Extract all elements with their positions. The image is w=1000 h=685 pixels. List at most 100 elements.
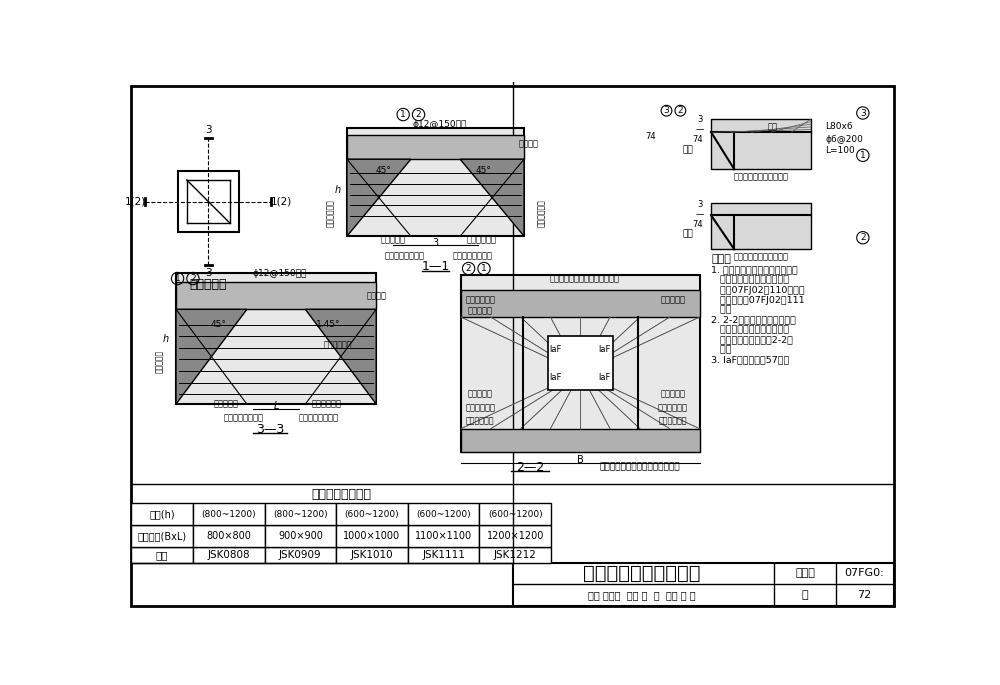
Text: （当面层＜盖板厚度时）: （当面层＜盖板厚度时） bbox=[734, 173, 789, 182]
Text: JSK1212: JSK1212 bbox=[494, 550, 537, 560]
Text: 3. laF见本图集第57页。: 3. laF见本图集第57页。 bbox=[711, 356, 789, 364]
Text: 同底板下层筋: 同底板下层筋 bbox=[658, 416, 687, 425]
Text: laF: laF bbox=[599, 345, 611, 354]
Text: 方箍: 方箍 bbox=[768, 123, 778, 132]
Text: 800×800: 800×800 bbox=[206, 531, 251, 540]
Text: 集水井平面: 集水井平面 bbox=[190, 278, 227, 291]
Bar bbox=[408, 547, 479, 564]
Text: (800~1200): (800~1200) bbox=[273, 510, 328, 519]
Bar bbox=[265, 525, 336, 547]
Text: 图集07FJ02第110页。集: 图集07FJ02第110页。集 bbox=[711, 286, 805, 295]
Text: 2—2: 2—2 bbox=[516, 461, 544, 474]
Text: 1100×1100: 1100×1100 bbox=[415, 531, 472, 540]
Text: 方墙: 方墙 bbox=[683, 229, 693, 238]
Text: 同底板钢筋: 同底板钢筋 bbox=[381, 236, 406, 245]
Text: 说明：: 说明： bbox=[711, 254, 731, 264]
Text: 3: 3 bbox=[205, 125, 212, 135]
Text: 45°: 45° bbox=[210, 321, 226, 329]
Text: 洗消污水集水坑配筋图: 洗消污水集水坑配筋图 bbox=[583, 564, 701, 583]
Text: 2: 2 bbox=[466, 264, 471, 273]
Text: L=100: L=100 bbox=[825, 146, 855, 155]
Text: laF: laF bbox=[549, 345, 562, 354]
Text: ϕ6@200: ϕ6@200 bbox=[825, 136, 863, 145]
Text: 底板钢筋: 底板钢筋 bbox=[519, 139, 539, 148]
Bar bbox=[512, 564, 894, 606]
Text: 45°: 45° bbox=[375, 166, 391, 175]
Text: 同底板下层筋: 同底板下层筋 bbox=[311, 399, 341, 408]
Bar bbox=[479, 547, 551, 564]
Text: 由单项工程设计定: 由单项工程设计定 bbox=[452, 251, 492, 260]
Bar bbox=[131, 503, 193, 525]
Text: 同底板下层筋: 同底板下层筋 bbox=[467, 236, 497, 245]
Bar bbox=[176, 273, 376, 404]
Text: 同底板下层筋: 同底板下层筋 bbox=[465, 403, 495, 412]
Bar bbox=[193, 503, 265, 525]
Text: ϕ12@150方箍: ϕ12@150方箍 bbox=[412, 120, 467, 129]
Text: 1(2): 1(2) bbox=[125, 197, 146, 207]
Text: 底板上层筋: 底板上层筋 bbox=[468, 306, 493, 315]
Text: 坑深(h): 坑深(h) bbox=[149, 509, 175, 519]
Text: JSK0909: JSK0909 bbox=[279, 550, 322, 560]
Text: (600~1200): (600~1200) bbox=[488, 510, 543, 519]
Text: 1—1: 1—1 bbox=[421, 260, 450, 273]
Polygon shape bbox=[347, 159, 411, 236]
Bar bbox=[336, 503, 408, 525]
Text: 方墙: 方墙 bbox=[683, 145, 693, 154]
Text: 集水井的建筑设计与型号见: 集水井的建筑设计与型号见 bbox=[711, 275, 789, 284]
Text: 型号: 型号 bbox=[156, 550, 168, 560]
Text: 1000×1000: 1000×1000 bbox=[343, 531, 401, 540]
Text: 1. 集水坑位置见单项工程设计；: 1. 集水坑位置见单项工程设计； bbox=[711, 266, 798, 275]
Text: (600~1200): (600~1200) bbox=[416, 510, 471, 519]
Text: 74: 74 bbox=[692, 220, 703, 229]
Bar bbox=[711, 119, 811, 169]
Text: 45°: 45° bbox=[475, 166, 491, 175]
Text: 900×900: 900×900 bbox=[278, 531, 323, 540]
Text: 水坑盖板见07FJ02第111: 水坑盖板见07FJ02第111 bbox=[711, 296, 805, 305]
Bar bbox=[408, 525, 479, 547]
Text: 面。: 面。 bbox=[711, 346, 732, 355]
Text: 审核 于晓音  校对 蒋  菊  设计 刘 俊: 审核 于晓音 校对 蒋 菊 设计 刘 俊 bbox=[588, 590, 696, 600]
Text: (800~1200): (800~1200) bbox=[201, 510, 256, 519]
Bar bbox=[347, 128, 524, 236]
Bar bbox=[176, 282, 376, 310]
Bar bbox=[479, 525, 551, 547]
Text: 同底板下层筋: 同底板下层筋 bbox=[324, 340, 352, 349]
Text: 同底板钢筋: 同底板钢筋 bbox=[155, 350, 164, 373]
Text: JSK1010: JSK1010 bbox=[351, 550, 393, 560]
Bar bbox=[265, 503, 336, 525]
Polygon shape bbox=[305, 310, 376, 404]
Text: 3: 3 bbox=[860, 108, 866, 118]
Text: 07FG0:: 07FG0: bbox=[845, 569, 884, 578]
Bar bbox=[711, 203, 811, 249]
Text: h: h bbox=[335, 185, 341, 195]
Text: 平面尺寸(BxL): 平面尺寸(BxL) bbox=[138, 531, 187, 540]
Text: （当面层＞盖板厚度时）: （当面层＞盖板厚度时） bbox=[734, 253, 789, 262]
Bar bbox=[336, 525, 408, 547]
Text: laF: laF bbox=[599, 373, 611, 382]
Polygon shape bbox=[176, 310, 247, 404]
Text: 1: 1 bbox=[400, 110, 406, 119]
Text: 72: 72 bbox=[857, 590, 872, 600]
Bar bbox=[336, 547, 408, 564]
Bar bbox=[193, 547, 265, 564]
Text: （当底板为桩承台或底板较厚时）: （当底板为桩承台或底板较厚时） bbox=[600, 462, 680, 472]
Text: 74: 74 bbox=[692, 136, 703, 145]
Text: ϕ12@150方箍: ϕ12@150方箍 bbox=[253, 269, 307, 277]
Bar bbox=[479, 503, 551, 525]
Text: 方墙，钢筋直径同距同底板主筋: 方墙，钢筋直径同距同底板主筋 bbox=[549, 274, 619, 283]
Text: 同底板下层筋: 同底板下层筋 bbox=[466, 416, 494, 425]
Text: 同底板钢筋: 同底板钢筋 bbox=[214, 399, 239, 408]
Text: L: L bbox=[273, 401, 279, 412]
Bar bbox=[265, 547, 336, 564]
Text: 2. 2-2剖面用于集水坑位于桩: 2. 2-2剖面用于集水坑位于桩 bbox=[711, 316, 796, 325]
Text: 图集号: 图集号 bbox=[795, 569, 815, 578]
Text: 2: 2 bbox=[678, 106, 683, 115]
Text: 由单项工程设计定: 由单项工程设计定 bbox=[385, 251, 425, 260]
Bar bbox=[131, 525, 193, 547]
Text: 1: 1 bbox=[481, 264, 487, 273]
Text: 3: 3 bbox=[664, 106, 669, 115]
Text: 页。: 页。 bbox=[711, 306, 732, 314]
Text: 1200×1200: 1200×1200 bbox=[487, 531, 544, 540]
Bar bbox=[131, 547, 193, 564]
Text: 方向剖面做法原则同2-2剖: 方向剖面做法原则同2-2剖 bbox=[711, 336, 793, 345]
